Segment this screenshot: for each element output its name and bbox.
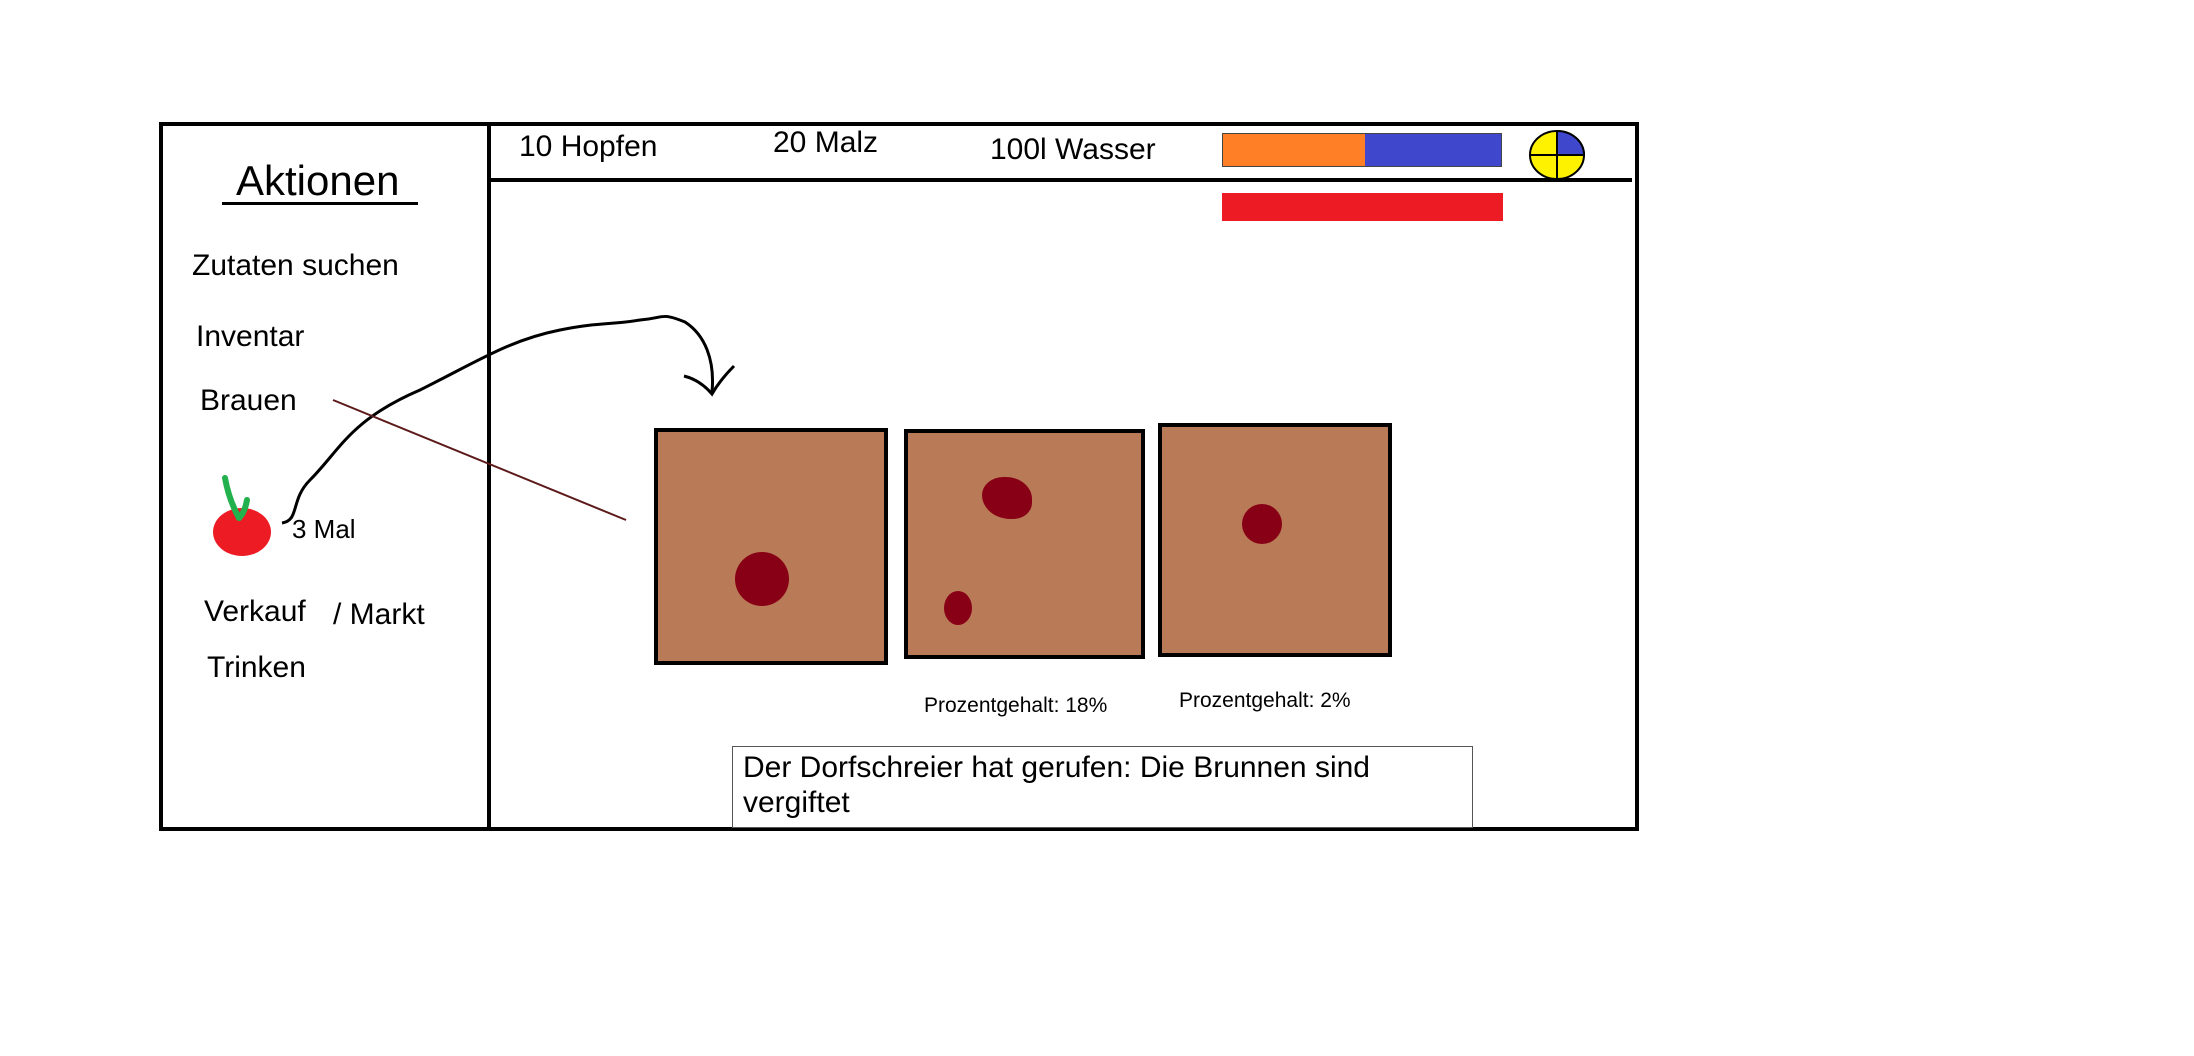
brew-box-2-percent: Prozentgehalt: 18% <box>924 694 1108 717</box>
resource-hopfen: 10 Hopfen <box>519 130 658 163</box>
brew-box-3-percent: Prozentgehalt: 2% <box>1179 689 1351 712</box>
status-bar <box>1222 133 1502 167</box>
brew-spot <box>1242 504 1282 544</box>
main-area <box>487 122 1639 831</box>
town-crier-message: Der Dorfschreier hat gerufen: Die Brunne… <box>732 746 1473 828</box>
brew-box-2[interactable] <box>904 429 1145 659</box>
brew-box-3[interactable] <box>1158 423 1392 657</box>
brew-box-1[interactable] <box>654 428 888 665</box>
sidebar-title-underline <box>222 202 418 205</box>
brew-spot <box>944 591 972 625</box>
status-bar-red <box>1222 193 1503 221</box>
cherry-icon[interactable] <box>205 470 280 560</box>
clock-icon[interactable] <box>1527 128 1587 182</box>
status-bar-blue <box>1364 134 1501 166</box>
action-inventar[interactable]: Inventar <box>196 320 305 353</box>
action-zutaten-suchen[interactable]: Zutaten suchen <box>192 249 399 282</box>
action-brauen[interactable]: Brauen <box>200 384 297 417</box>
resource-malz: 20 Malz <box>773 126 879 159</box>
resource-wasser: 100l Wasser <box>990 133 1156 166</box>
action-markt[interactable]: / Markt <box>333 598 425 631</box>
top-bar-divider <box>487 178 1632 182</box>
brew-spot <box>735 552 789 606</box>
status-bar-orange <box>1223 134 1365 166</box>
action-trinken[interactable]: Trinken <box>207 651 306 684</box>
cherry-count-label: 3 Mal <box>292 514 356 544</box>
action-verkauf[interactable]: Verkauf <box>204 595 306 628</box>
connector-line <box>332 399 627 521</box>
sidebar-title: Aktionen <box>236 157 400 204</box>
brew-spot <box>982 477 1032 519</box>
